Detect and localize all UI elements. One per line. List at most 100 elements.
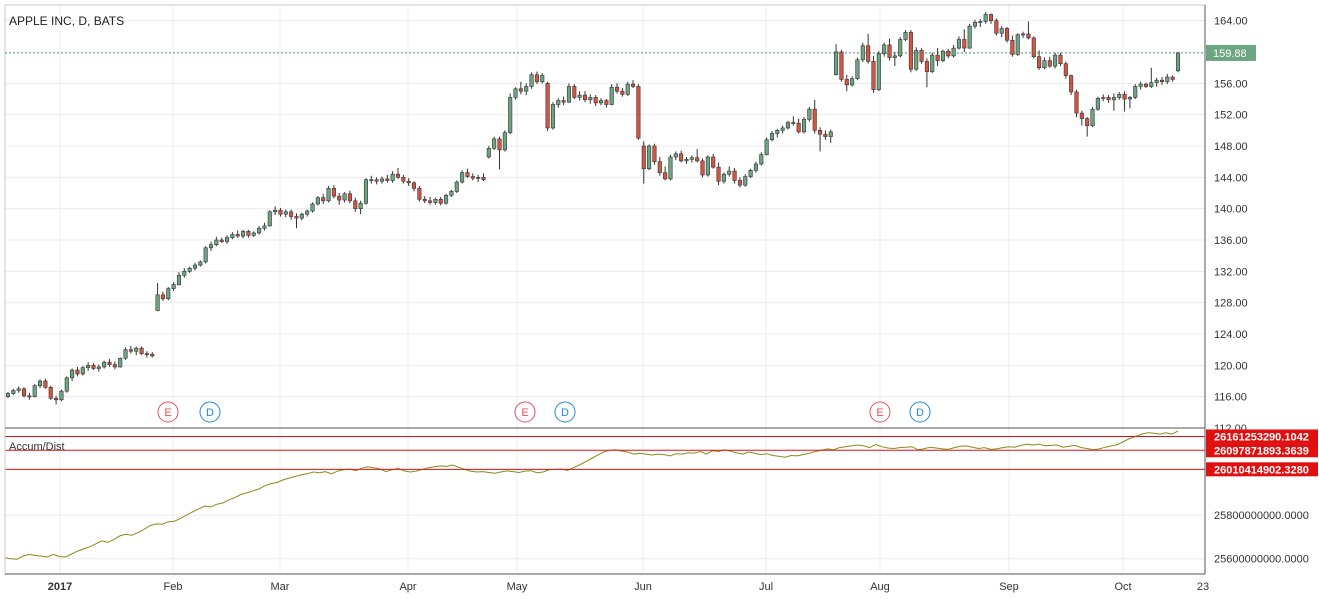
candle xyxy=(657,156,662,176)
candle-body xyxy=(967,25,972,49)
candle-body xyxy=(107,361,112,365)
candle xyxy=(988,13,994,24)
time-tick-label: Mar xyxy=(271,581,290,593)
candle xyxy=(1047,56,1052,68)
candle xyxy=(753,161,758,173)
candle xyxy=(454,180,459,193)
price-tick-label: 120.00 xyxy=(1214,360,1248,372)
candle xyxy=(305,209,310,217)
candle xyxy=(876,51,881,92)
candle xyxy=(422,196,427,204)
candle xyxy=(1042,57,1047,70)
candle xyxy=(839,49,844,82)
candle-body xyxy=(241,231,246,237)
candle-body xyxy=(123,349,128,359)
candle xyxy=(16,386,21,393)
event-circle[interactable] xyxy=(514,401,536,423)
candle xyxy=(962,29,967,52)
price-pane[interactable] xyxy=(5,12,1205,405)
candle xyxy=(898,37,903,58)
candle xyxy=(353,197,358,212)
candle xyxy=(631,80,636,89)
candle-body xyxy=(1037,56,1042,68)
candle-body xyxy=(556,100,561,105)
candle xyxy=(695,149,700,163)
event-marker[interactable]: D xyxy=(909,401,931,423)
event-marker[interactable]: E xyxy=(869,401,891,423)
candle xyxy=(198,260,203,267)
candle xyxy=(759,152,764,166)
candle-body xyxy=(1101,97,1106,99)
candle xyxy=(636,84,641,140)
candle-body xyxy=(673,153,678,158)
candle xyxy=(652,143,657,165)
candle-body xyxy=(513,88,518,98)
candle-body xyxy=(721,173,726,182)
candle xyxy=(48,385,53,400)
candle xyxy=(262,222,267,231)
event-marker[interactable]: D xyxy=(199,401,221,423)
event-circle[interactable] xyxy=(909,401,931,423)
candle-body xyxy=(176,274,181,285)
event-marker[interactable]: E xyxy=(157,401,179,423)
candle xyxy=(27,392,32,400)
candle-body xyxy=(315,197,320,205)
candle xyxy=(764,137,769,156)
price-tick-label: 152.00 xyxy=(1214,110,1248,122)
time-tick-label: Jul xyxy=(759,581,773,593)
event-circle[interactable] xyxy=(869,401,891,423)
event-label: E xyxy=(521,407,528,419)
candle-body xyxy=(374,179,379,182)
candle xyxy=(476,174,481,183)
candle-body xyxy=(86,365,91,368)
candle-body xyxy=(257,227,262,234)
candle-body xyxy=(850,78,855,86)
price-tick-label: 116.00 xyxy=(1214,392,1247,404)
candle-body xyxy=(962,39,967,49)
candle xyxy=(246,229,251,238)
candle xyxy=(182,268,187,278)
event-circle[interactable] xyxy=(554,401,576,423)
candle xyxy=(972,19,978,29)
indicator-title: Accum/Dist xyxy=(9,441,65,453)
candle-body xyxy=(337,195,342,201)
event-marker[interactable]: D xyxy=(554,401,576,423)
candle xyxy=(625,81,630,96)
accum-dist-pane[interactable] xyxy=(4,430,1205,560)
event-marker[interactable]: E xyxy=(514,401,536,423)
chart-title: APPLE INC, D, BATS xyxy=(9,14,124,28)
candle-body xyxy=(1026,33,1031,39)
candle-body xyxy=(1111,97,1116,101)
candle-body xyxy=(572,86,577,98)
candle-body xyxy=(785,122,791,129)
candle xyxy=(823,130,828,140)
candle-body xyxy=(940,50,945,61)
candle-body xyxy=(994,20,999,34)
candle xyxy=(689,155,694,163)
candle-body xyxy=(411,182,417,189)
candle xyxy=(850,76,855,87)
candle xyxy=(43,378,48,389)
candle-body xyxy=(631,83,636,87)
candle-body xyxy=(1133,86,1138,98)
candle xyxy=(289,209,294,220)
candle-body xyxy=(561,100,566,103)
candle xyxy=(743,174,748,187)
time-tick-label: 2017 xyxy=(48,581,72,593)
candle xyxy=(593,95,598,107)
candle xyxy=(428,196,433,205)
candle xyxy=(914,47,919,71)
event-circle[interactable] xyxy=(157,401,179,423)
candle-body xyxy=(32,385,37,397)
candle-body xyxy=(978,21,983,23)
candle-body xyxy=(566,86,571,103)
candle xyxy=(5,391,11,399)
candle-body xyxy=(780,127,785,131)
candle-body xyxy=(983,14,988,22)
candle-body xyxy=(353,200,358,209)
candle-body xyxy=(1085,118,1090,126)
candle xyxy=(123,347,128,360)
event-circle[interactable] xyxy=(199,401,221,423)
candle xyxy=(497,136,502,170)
